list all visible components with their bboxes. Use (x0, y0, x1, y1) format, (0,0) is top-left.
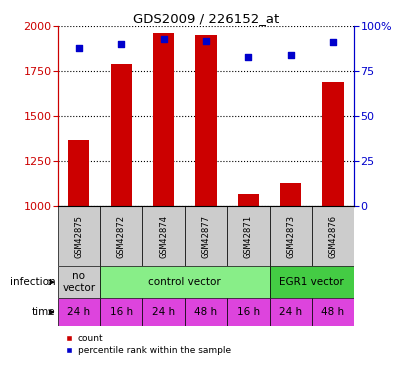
Point (203, 38, 209, 44)
Text: time: time (32, 307, 56, 317)
Title: GDS2009 / 226152_at: GDS2009 / 226152_at (133, 12, 279, 25)
Text: no
vector: no vector (62, 272, 96, 293)
Bar (280, 183, 301, 206)
Point (160, 36, 167, 42)
Text: 16 h: 16 h (110, 307, 133, 317)
Bar (111, 64, 132, 206)
Text: 48 h: 48 h (194, 307, 218, 317)
Point (287, 52, 294, 58)
Point (76, 45, 82, 51)
Bar (185, 298, 227, 326)
Bar (58, 298, 100, 326)
Bar (322, 82, 343, 206)
Text: infection: infection (10, 277, 56, 287)
Text: control vector: control vector (148, 277, 221, 287)
Text: GSM42873: GSM42873 (286, 215, 295, 258)
Point (330, 39, 336, 45)
Text: 24 h: 24 h (279, 307, 302, 317)
Bar (142, 206, 185, 266)
Bar (238, 194, 259, 206)
Bar (68, 140, 90, 206)
Text: 24 h: 24 h (67, 307, 90, 317)
Bar (312, 298, 354, 326)
Text: GSM42877: GSM42877 (201, 215, 211, 258)
Text: GSM42874: GSM42874 (159, 215, 168, 258)
Bar (227, 206, 269, 266)
Point (245, 54, 252, 60)
Bar (195, 35, 217, 206)
Bar (269, 298, 312, 326)
Text: 24 h: 24 h (152, 307, 175, 317)
Text: 16 h: 16 h (237, 307, 260, 317)
Text: GSM42872: GSM42872 (117, 215, 126, 258)
Text: 48 h: 48 h (322, 307, 345, 317)
Text: EGR1 vector: EGR1 vector (279, 277, 344, 287)
Bar (227, 298, 269, 326)
Bar (269, 266, 354, 298)
Bar (153, 33, 174, 206)
Text: GSM42871: GSM42871 (244, 215, 253, 258)
Bar (312, 206, 354, 266)
Bar (142, 298, 185, 326)
Text: GSM42875: GSM42875 (74, 215, 84, 258)
Legend: count, percentile rank within the sample: count, percentile rank within the sample (62, 331, 234, 359)
Bar (100, 206, 142, 266)
Bar (58, 206, 100, 266)
Bar (100, 266, 269, 298)
Point (118, 41, 125, 47)
Bar (58, 266, 100, 298)
Text: GSM42876: GSM42876 (328, 215, 338, 258)
Bar (100, 298, 142, 326)
Bar (269, 206, 312, 266)
Bar (185, 206, 227, 266)
